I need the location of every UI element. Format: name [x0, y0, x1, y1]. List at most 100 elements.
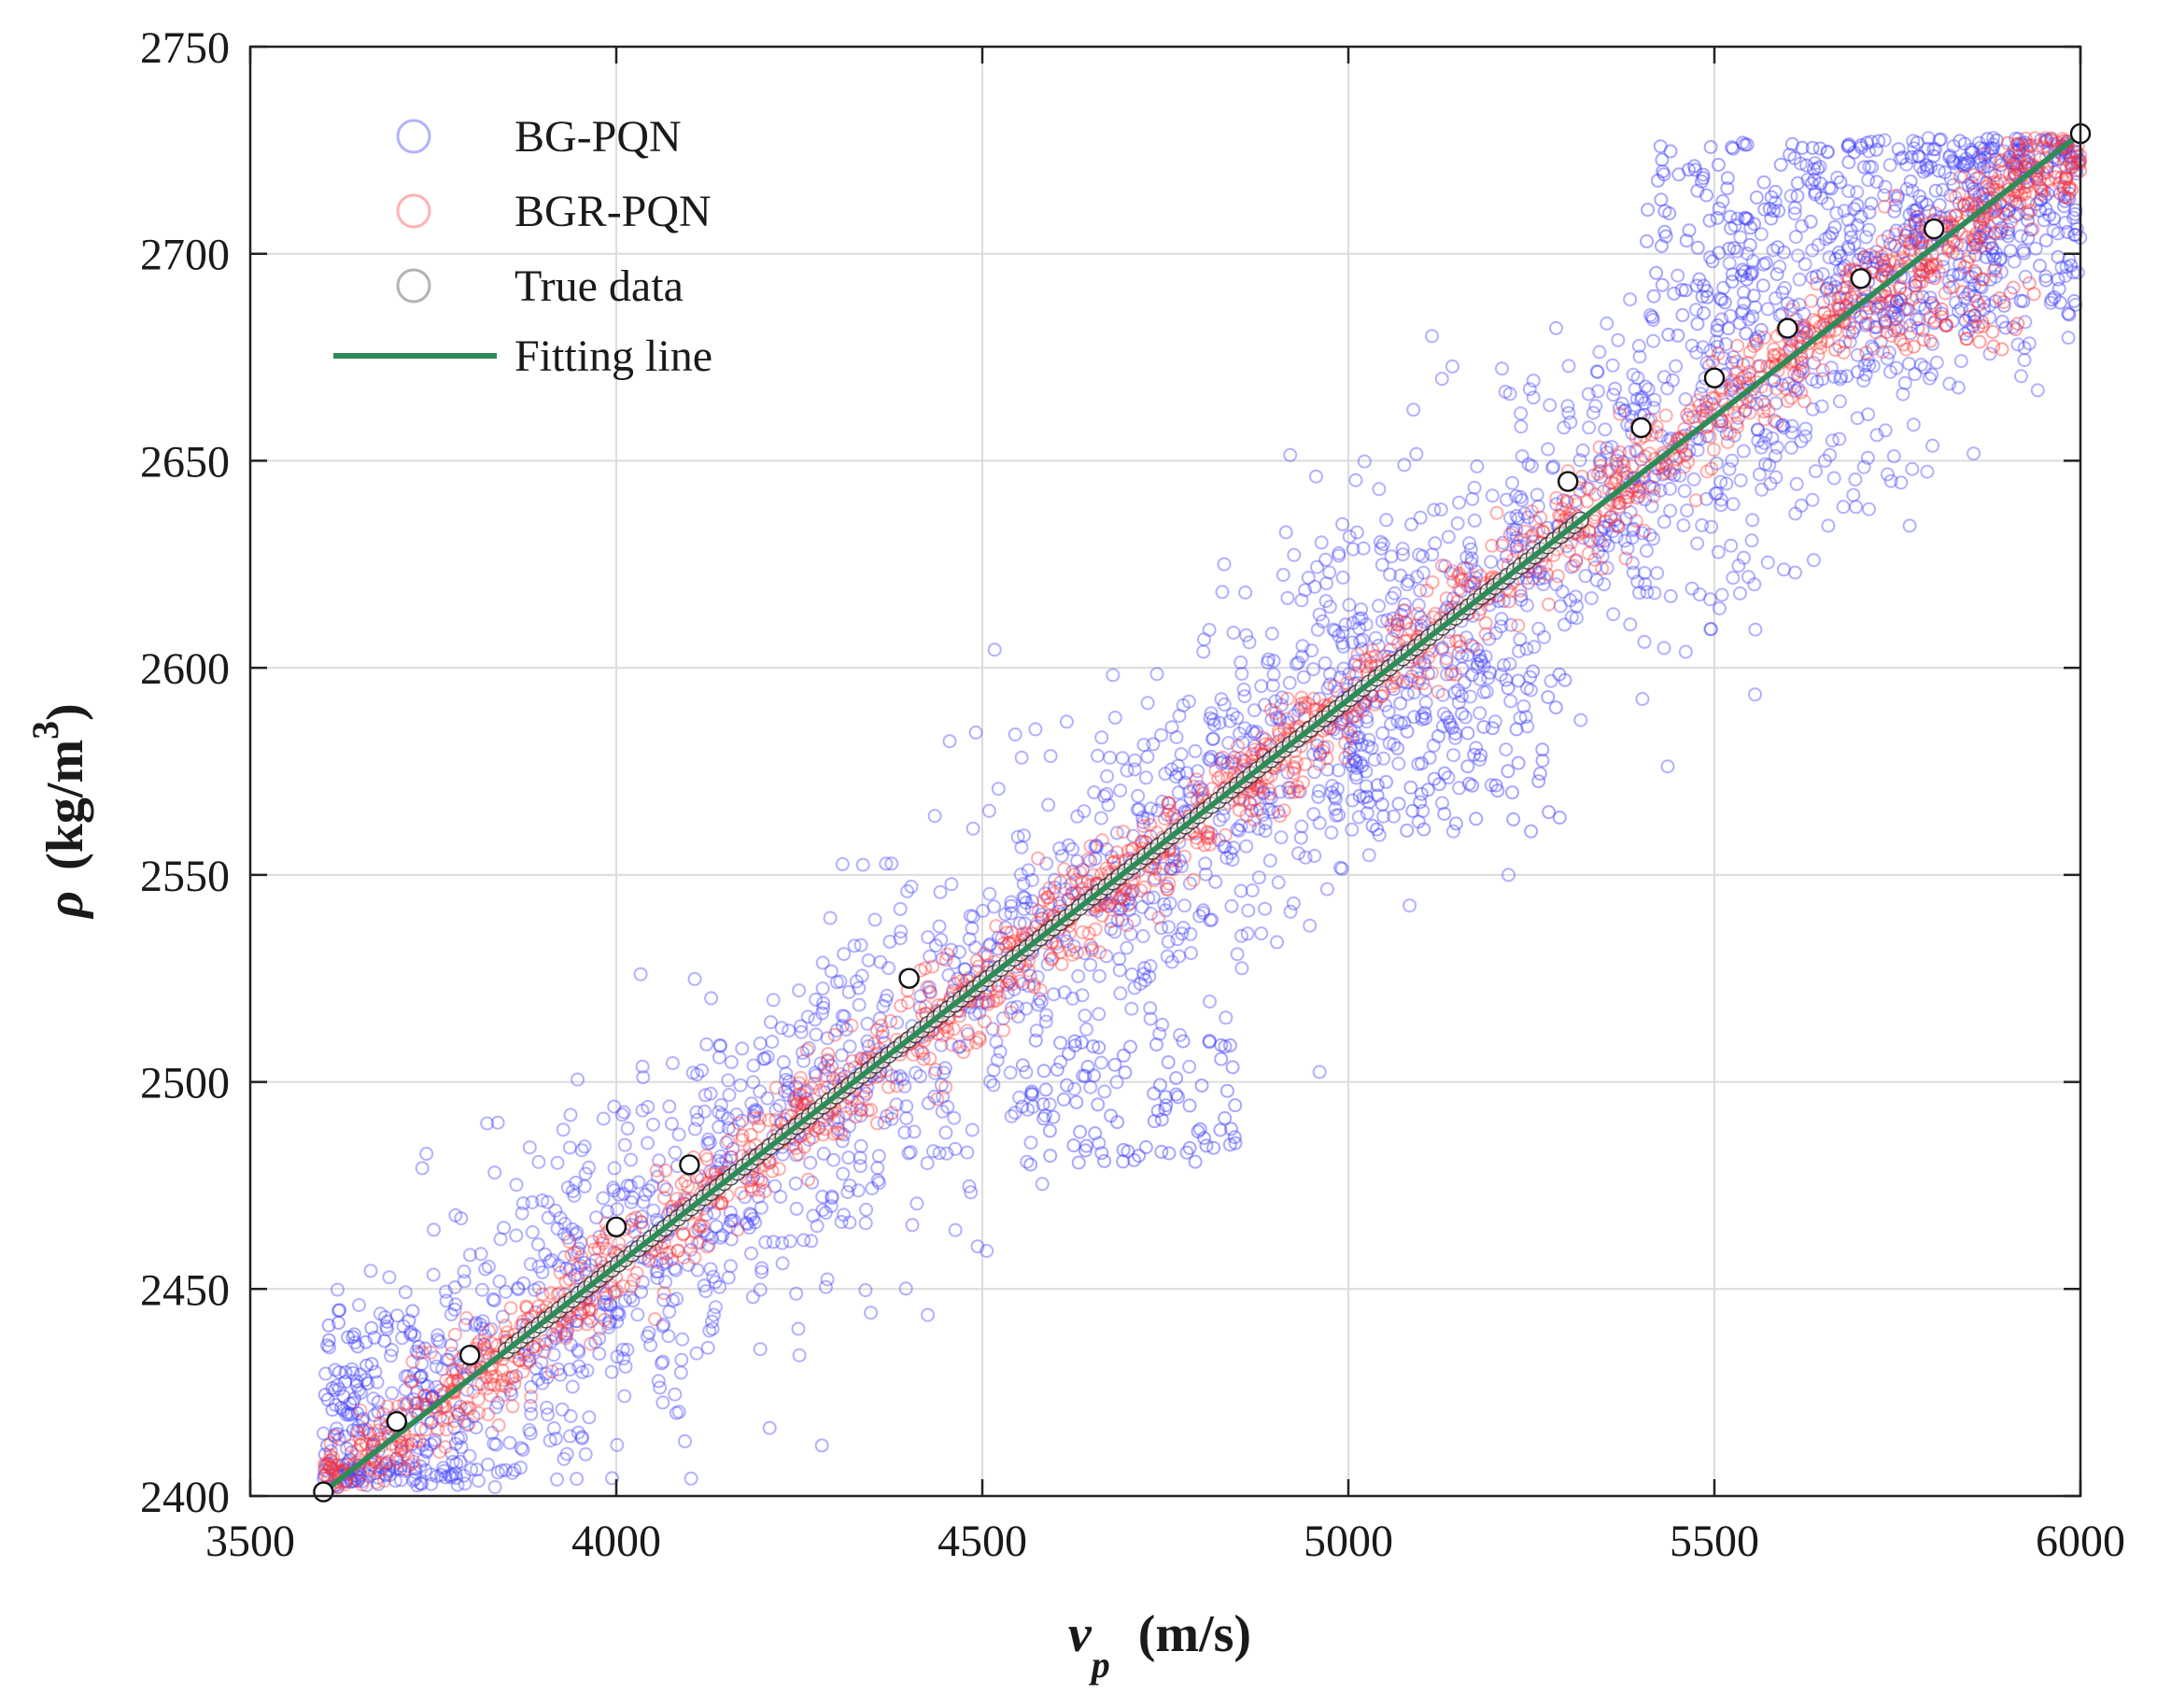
bg-pqn-point [1678, 392, 1693, 406]
bg-pqn-point [1460, 647, 1475, 662]
bg-pqn-point [1054, 849, 1069, 863]
bg-pqn-point [1669, 359, 1684, 374]
bg-pqn-point [1353, 634, 1368, 649]
bg-pqn-point [360, 1478, 374, 1493]
bg-pqn-point [1164, 954, 1179, 969]
bg-pqn-point [1979, 241, 1994, 256]
bg-pqn-point [1169, 730, 1184, 744]
bg-pqn-point [1960, 155, 1975, 170]
bg-pqn-point [588, 1334, 603, 1349]
bg-pqn-point [1586, 405, 1600, 420]
bg-pqn-point [1361, 732, 1376, 747]
bg-pqn-point [1910, 202, 1924, 217]
bg-pqn-point [1204, 706, 1219, 721]
bg-pqn-point [1354, 737, 1369, 752]
bg-pqn-point [1091, 748, 1105, 763]
bg-pqn-point [1946, 139, 1961, 154]
bg-pqn-point [1319, 576, 1333, 591]
bg-pqn-point [1540, 520, 1555, 535]
bg-pqn-point [1127, 981, 1142, 995]
bg-pqn-point [1541, 442, 1556, 457]
bg-pqn-point [557, 1217, 572, 1231]
bg-pqn-point [1217, 557, 1232, 572]
bg-pqn-point [1987, 252, 2002, 267]
bg-pqn-point [1495, 361, 1509, 376]
bg-pqn-point [574, 1431, 589, 1446]
bg-pqn-point [934, 932, 949, 947]
bg-pqn-point [1202, 623, 1217, 637]
bg-pqn-point [327, 1383, 342, 1398]
bg-pqn-point [448, 1436, 463, 1451]
bg-pqn-point [1239, 628, 1254, 642]
bg-pqn-point [546, 1421, 561, 1435]
bg-pqn-point [1817, 453, 1832, 468]
bg-pqn-point [1638, 396, 1653, 411]
bg-pqn-point [1441, 770, 1456, 785]
bg-pqn-point [322, 1340, 337, 1355]
bg-pqn-point [801, 1040, 816, 1055]
bg-pqn-point [475, 1321, 490, 1336]
bg-pqn-point [449, 1471, 464, 1486]
bg-pqn-point [1901, 357, 1916, 371]
bg-pqn-point [1345, 822, 1360, 837]
bg-pqn-point [1623, 292, 1638, 307]
bg-pqn-point [425, 1389, 440, 1404]
bg-pqn-point [1685, 425, 1699, 440]
bg-pqn-point [582, 1160, 597, 1175]
bg-pqn-point [1623, 475, 1638, 490]
bg-pqn-point [2017, 341, 2032, 356]
bg-pqn-point [1167, 852, 1182, 867]
bg-pqn-point [1681, 410, 1696, 425]
bg-pqn-point [1935, 182, 1950, 197]
bg-pqn-point [970, 1239, 985, 1254]
bg-pqn-point [2017, 152, 2032, 167]
bg-pqn-point [1964, 142, 1979, 157]
bg-pqn-point [1862, 222, 1877, 237]
bg-pqn-point [670, 1292, 684, 1306]
bg-pqn-point [1846, 487, 1861, 502]
bg-pqn-point [610, 1314, 625, 1329]
bg-pqn-point [1482, 631, 1497, 646]
bg-pqn-point [853, 938, 868, 953]
bg-pqn-point [1270, 935, 1284, 950]
bg-pqn-point [1132, 802, 1147, 817]
bg-pqn-point [1019, 1065, 1034, 1080]
bg-pqn-point [1768, 195, 1783, 210]
bg-pqn-point [1204, 826, 1219, 841]
bg-pqn-point [1793, 156, 1808, 171]
bg-pqn-point [712, 1120, 726, 1135]
bg-pqn-point [1005, 1000, 1020, 1015]
bg-pqn-point [1283, 447, 1298, 462]
bg-pqn-point [368, 1466, 383, 1481]
bg-pqn-point [1387, 737, 1402, 752]
bg-pqn-point [349, 1423, 364, 1438]
bg-pqn-point [1719, 476, 1734, 491]
bg-pqn-point [1892, 307, 1907, 322]
bg-pqn-point [521, 1348, 536, 1363]
bg-pqn-point [481, 1457, 495, 1472]
bg-pqn-point [395, 1331, 410, 1346]
bg-pqn-point [1473, 655, 1488, 669]
bg-pqn-point [1866, 261, 1881, 275]
bg-pqn-point [1654, 429, 1669, 443]
bg-pqn-point [1017, 902, 1032, 916]
bg-pqn-point [1563, 593, 1578, 608]
bg-pqn-point [1967, 207, 1981, 222]
bg-pqn-point [1481, 670, 1496, 685]
bg-pqn-point [1745, 309, 1760, 324]
bg-pqn-point [1286, 896, 1301, 910]
bg-pqn-point [344, 1474, 359, 1489]
bg-pqn-point [986, 1078, 1001, 1093]
bg-pqn-point [1078, 946, 1092, 961]
bg-pqn-point [1660, 759, 1675, 774]
bg-pqn-point [721, 1270, 736, 1285]
bg-pqn-point [1428, 536, 1443, 551]
bg-pqn-point [1457, 561, 1471, 575]
bg-pqn-point [962, 1179, 977, 1193]
bg-pqn-point [1332, 763, 1346, 778]
bg-pqn-point [1981, 159, 1995, 174]
bg-pqn-point [825, 1189, 839, 1204]
bg-pqn-point [588, 1252, 603, 1267]
bg-pqn-point [1162, 920, 1176, 935]
bg-pqn-point [578, 1263, 593, 1277]
